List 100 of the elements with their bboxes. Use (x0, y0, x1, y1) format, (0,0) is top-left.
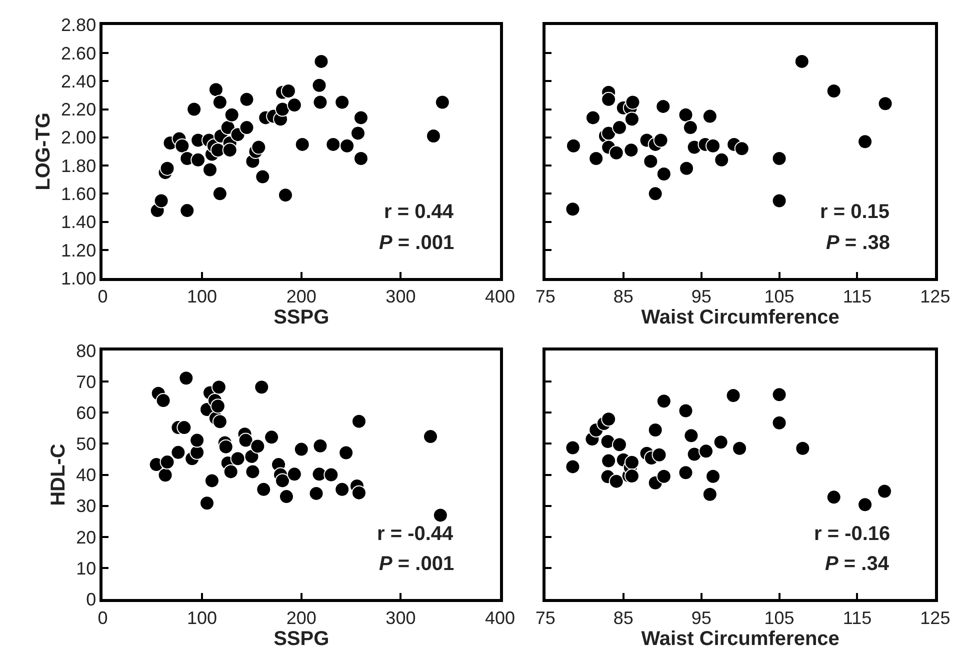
point (625, 94, 640, 110)
point (698, 444, 714, 459)
point (212, 414, 228, 430)
point (190, 432, 205, 448)
x-tick-label: 85 (613, 286, 634, 307)
point (280, 83, 296, 98)
point (278, 489, 294, 504)
point (656, 98, 671, 114)
point (624, 468, 640, 484)
point (186, 102, 202, 117)
point (826, 83, 842, 98)
y-tick-label: 2.60 (61, 43, 96, 64)
point (734, 141, 750, 156)
point (726, 388, 741, 404)
point (826, 490, 842, 505)
point (684, 428, 699, 444)
point (208, 82, 224, 98)
point (624, 112, 640, 127)
point (794, 54, 810, 69)
x-tick-label: 200 (286, 608, 316, 628)
point (713, 434, 728, 450)
point (312, 78, 327, 93)
annotation: P = .001 (379, 553, 454, 575)
y-tick-label: 50 (76, 434, 96, 454)
point (426, 128, 441, 144)
y-tick-label: 1.80 (61, 156, 96, 176)
x-tick-label: 75 (535, 286, 556, 307)
x-tick-label: 105 (764, 608, 794, 628)
point (294, 136, 310, 152)
point (314, 54, 329, 69)
y-tick-label: 2.00 (61, 128, 96, 148)
point (256, 482, 272, 497)
point (565, 459, 580, 474)
point (264, 430, 280, 445)
point (251, 140, 266, 155)
point (286, 98, 302, 113)
y-tick-label: 70 (76, 372, 96, 392)
x-tick-label: 75 (535, 608, 556, 628)
annotation: r = 0.15 (820, 201, 890, 223)
point (223, 464, 238, 480)
point (702, 486, 718, 502)
point (434, 94, 450, 110)
point (275, 102, 290, 117)
point (678, 465, 694, 480)
point (324, 467, 339, 482)
point (338, 445, 354, 460)
point (211, 380, 226, 395)
annotation: P = .38 (826, 232, 890, 254)
x-tick-label: 300 (386, 608, 416, 628)
point (772, 415, 787, 430)
point (732, 440, 748, 456)
point (178, 370, 194, 386)
point (312, 94, 328, 110)
y-tick-label: 1.20 (61, 240, 96, 260)
annotation: r = -0.44 (377, 523, 454, 545)
point (212, 94, 228, 110)
point (158, 468, 173, 483)
point (679, 160, 694, 176)
x-tick-label: 95 (691, 286, 712, 307)
x-tick-label: 100 (187, 286, 218, 307)
point (239, 120, 254, 136)
point (608, 145, 624, 160)
point (877, 484, 892, 499)
x-tick-label: 125 (920, 608, 950, 628)
point (278, 188, 293, 203)
point (608, 474, 624, 489)
point (714, 152, 730, 168)
x-tick-label: 300 (386, 286, 416, 307)
point (432, 508, 448, 523)
x-tick-label: 200 (286, 286, 316, 307)
x-tick-label: 400 (485, 608, 516, 628)
point (652, 447, 667, 462)
x-tick-label: 95 (691, 608, 712, 628)
point (190, 152, 206, 168)
point (706, 138, 721, 154)
point (601, 92, 616, 107)
x-axis-title: Waist Circumference (641, 306, 840, 329)
point (643, 154, 658, 169)
point (170, 444, 186, 460)
point (350, 126, 366, 141)
point (612, 120, 627, 136)
point (308, 486, 324, 501)
point (200, 496, 215, 511)
point (160, 454, 175, 470)
point (653, 132, 668, 148)
point (204, 473, 220, 488)
point (275, 473, 290, 488)
point (600, 434, 616, 450)
point (254, 380, 270, 395)
point (858, 134, 873, 150)
x-axis-title: SSPG (274, 628, 330, 650)
x-tick-label: 105 (764, 286, 794, 307)
y-axis-title: HDL-C (48, 444, 70, 506)
point (423, 429, 438, 444)
y-tick-label: 1.40 (61, 212, 96, 232)
point (588, 151, 604, 166)
x-tick-label: 125 (920, 286, 950, 307)
point (624, 454, 640, 470)
y-tick-label: 2.40 (61, 71, 96, 92)
point (156, 392, 171, 408)
